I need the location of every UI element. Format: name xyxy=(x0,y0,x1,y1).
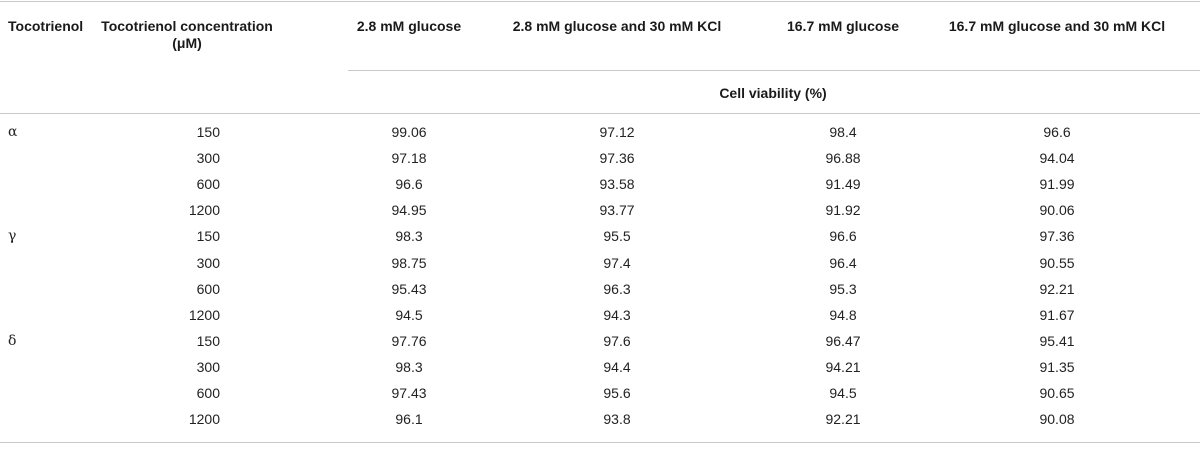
row-value-v3: 96.47 xyxy=(825,333,861,349)
header-col-2-8-glucose-kcl: 2.8 mM glucose and 30 mM KCl xyxy=(512,18,722,34)
row-group-label: γ xyxy=(8,228,17,244)
row-value-v2: 95.6 xyxy=(603,385,631,401)
row-value-v3: 96.88 xyxy=(825,150,861,166)
top-rule xyxy=(0,1,1200,2)
row-value-v1: 94.5 xyxy=(395,307,423,323)
subheader-rule xyxy=(348,70,1200,71)
row-value-v1: 95.43 xyxy=(391,281,427,297)
row-value-v4: 95.41 xyxy=(1039,333,1075,349)
row-value-v2: 93.8 xyxy=(603,411,631,427)
row-value-v2: 97.12 xyxy=(599,124,635,140)
row-concentration: 600 xyxy=(196,385,220,401)
header-col-16-7-glucose-kcl: 16.7 mM glucose and 30 mM KCl xyxy=(948,18,1166,34)
row-value-v3: 91.92 xyxy=(825,202,861,218)
row-value-v3: 91.49 xyxy=(825,176,861,192)
row-value-v2: 96.3 xyxy=(603,281,631,297)
row-value-v4: 90.06 xyxy=(1039,202,1075,218)
row-group-label: δ xyxy=(8,333,17,349)
row-value-v1: 98.75 xyxy=(391,255,427,271)
row-concentration: 300 xyxy=(196,150,220,166)
row-value-v2: 97.36 xyxy=(599,150,635,166)
row-value-v4: 91.35 xyxy=(1039,359,1075,375)
header-bottom-rule xyxy=(0,113,1200,114)
subheader-cell-viability: Cell viability (%) xyxy=(719,85,827,101)
row-value-v3: 92.21 xyxy=(825,411,861,427)
row-value-v4: 90.55 xyxy=(1039,255,1075,271)
header-col-16-7-glucose: 16.7 mM glucose xyxy=(786,18,900,34)
row-value-v1: 97.76 xyxy=(391,333,427,349)
row-concentration: 1200 xyxy=(188,411,220,427)
row-value-v1: 98.3 xyxy=(395,359,423,375)
row-value-v1: 98.3 xyxy=(395,228,423,244)
row-concentration: 300 xyxy=(196,359,220,375)
row-value-v3: 94.21 xyxy=(825,359,861,375)
row-value-v3: 96.6 xyxy=(829,228,857,244)
header-col-2-8-glucose: 2.8 mM glucose xyxy=(356,18,462,34)
header-concentration-line2: (μM) xyxy=(172,35,202,51)
row-value-v3: 94.5 xyxy=(829,385,857,401)
row-value-v2: 97.4 xyxy=(603,255,631,271)
row-value-v3: 95.3 xyxy=(829,281,857,297)
row-value-v2: 97.6 xyxy=(603,333,631,349)
row-value-v1: 94.95 xyxy=(391,202,427,218)
header-tocotrienol: Tocotrienol xyxy=(8,18,84,34)
row-value-v4: 90.08 xyxy=(1039,411,1075,427)
row-group-label: α xyxy=(8,124,18,140)
row-value-v1: 96.1 xyxy=(395,411,423,427)
row-value-v4: 91.99 xyxy=(1039,176,1075,192)
row-concentration: 150 xyxy=(196,333,220,349)
row-concentration: 150 xyxy=(196,228,220,244)
row-value-v4: 91.67 xyxy=(1039,307,1075,323)
row-value-v4: 96.6 xyxy=(1043,124,1071,140)
row-value-v3: 98.4 xyxy=(829,124,857,140)
row-value-v4: 97.36 xyxy=(1039,228,1075,244)
row-concentration: 1200 xyxy=(188,202,220,218)
row-value-v4: 94.04 xyxy=(1039,150,1075,166)
row-value-v2: 95.5 xyxy=(603,228,631,244)
header-concentration: Tocotrienol concentration (μM) xyxy=(101,18,273,52)
row-value-v1: 99.06 xyxy=(391,124,427,140)
header-concentration-line1: Tocotrienol concentration xyxy=(101,18,273,34)
row-value-v4: 90.65 xyxy=(1039,385,1075,401)
row-value-v2: 94.4 xyxy=(603,359,631,375)
bottom-rule xyxy=(0,442,1200,443)
row-concentration: 300 xyxy=(196,255,220,271)
row-value-v4: 92.21 xyxy=(1039,281,1075,297)
row-value-v2: 93.77 xyxy=(599,202,635,218)
row-concentration: 600 xyxy=(196,176,220,192)
row-concentration: 600 xyxy=(196,281,220,297)
row-concentration: 1200 xyxy=(188,307,220,323)
row-value-v2: 94.3 xyxy=(603,307,631,323)
row-value-v3: 96.4 xyxy=(829,255,857,271)
row-concentration: 150 xyxy=(196,124,220,140)
row-value-v1: 97.43 xyxy=(391,385,427,401)
row-value-v2: 93.58 xyxy=(599,176,635,192)
row-value-v3: 94.8 xyxy=(829,307,857,323)
row-value-v1: 97.18 xyxy=(391,150,427,166)
row-value-v1: 96.6 xyxy=(395,176,423,192)
